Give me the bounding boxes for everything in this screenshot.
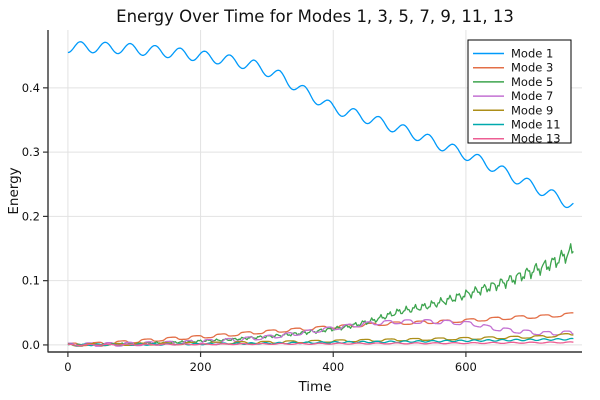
legend-label: Mode 1: [511, 47, 553, 61]
legend-label: Mode 5: [511, 75, 553, 89]
x-tick-label: 600: [455, 360, 477, 374]
y-axis-label: Energy: [6, 167, 22, 214]
series-line-mode-13: [67, 341, 574, 347]
y-tick-label: 0.4: [22, 81, 40, 95]
y-tick-label: 0.1: [22, 274, 40, 288]
series-line-mode-11: [67, 337, 574, 347]
legend-label: Mode 3: [511, 61, 553, 75]
series-line-mode-3: [67, 312, 574, 347]
legend-entry: Mode 13: [473, 132, 561, 146]
axes-layer: [43, 30, 582, 357]
chart-title: Energy Over Time for Modes 1, 3, 5, 7, 9…: [116, 7, 514, 26]
legend-entry: Mode 11: [473, 118, 561, 132]
series-line-mode-1: [67, 41, 574, 209]
y-tick-label: 0.2: [22, 209, 40, 223]
y-tick-label: 0.3: [22, 145, 40, 159]
legend-entry: Mode 7: [473, 89, 553, 103]
legend-entry: Mode 1: [473, 47, 553, 61]
legend-label: Mode 9: [511, 103, 553, 117]
legend-entry: Mode 3: [473, 61, 553, 75]
x-tick-label: 0: [64, 360, 71, 374]
x-axis-label: Time: [297, 379, 331, 395]
series-line-mode-7: [67, 319, 574, 347]
legend-entry: Mode 5: [473, 75, 553, 89]
legend-label: Mode 11: [511, 118, 561, 132]
x-tick-label: 400: [322, 360, 344, 374]
series-layer: [67, 41, 574, 347]
y-tick-label: 0.0: [22, 338, 40, 352]
legend-label: Mode 13: [511, 132, 561, 146]
x-tick-label: 200: [190, 360, 212, 374]
legend-entry: Mode 9: [473, 103, 553, 117]
legend-label: Mode 7: [511, 89, 553, 103]
legend-box: [467, 39, 572, 144]
tick-label-layer: 0 200 400 600 0.0 0.1 0.2 0.3 0.4: [22, 81, 477, 374]
